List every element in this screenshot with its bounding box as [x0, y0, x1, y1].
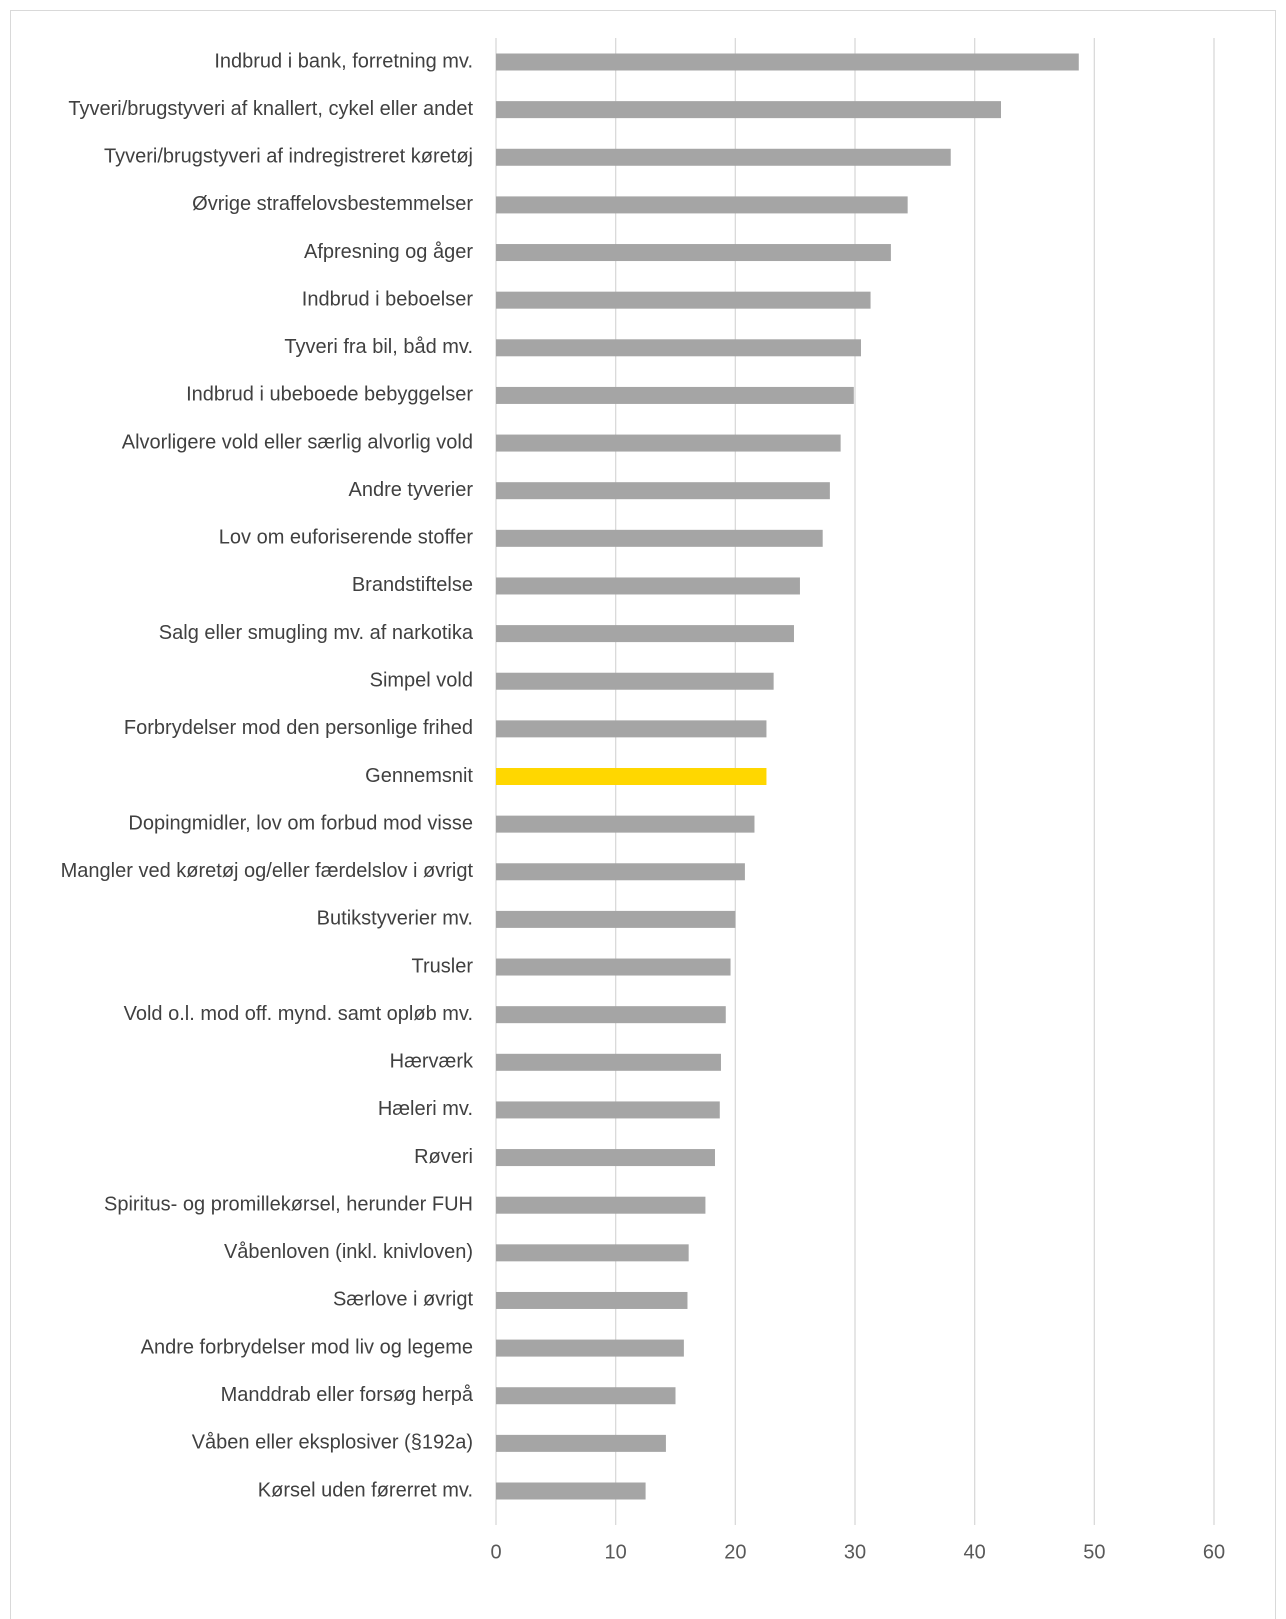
x-tick-label: 60: [1203, 1541, 1225, 1563]
bars: [496, 53, 1079, 1500]
bar: [496, 244, 891, 262]
bar: [496, 53, 1079, 71]
category-label: Kørsel uden førerret mv.: [258, 1479, 473, 1501]
bar: [496, 1434, 666, 1452]
category-label: Tyveri/brugstyveri af indregistreret kør…: [104, 146, 473, 168]
bar: [496, 815, 755, 833]
category-label: Andre forbrydelser mod liv og legeme: [141, 1336, 473, 1358]
bar: [496, 1196, 706, 1214]
bar: [496, 1149, 715, 1167]
bar: [496, 1053, 721, 1071]
category-label: Simpel vold: [370, 670, 473, 692]
category-label: Andre tyverier: [349, 479, 474, 501]
bar: [496, 863, 745, 881]
category-label: Øvrige straffelovsbestemmelser: [192, 193, 473, 215]
bar: [496, 720, 767, 738]
x-tick-label: 10: [605, 1541, 627, 1563]
category-label: Spiritus- og promillekørsel, herunder FU…: [104, 1193, 473, 1215]
category-label: Tyveri/brugstyveri af knallert, cykel el…: [68, 98, 473, 120]
category-label: Manddrab eller forsøg herpå: [221, 1384, 474, 1406]
category-label: Brandstiftelse: [352, 574, 473, 596]
category-labels: Indbrud i bank, forretning mv. Tyveri/bru…: [61, 50, 474, 1501]
category-label: Våbenloven (inkl. knivloven): [224, 1241, 473, 1263]
bar: [496, 768, 767, 785]
bar: [496, 625, 794, 643]
category-label: Alvorligere vold eller særlig alvorlig v…: [122, 431, 473, 453]
bar: [496, 1387, 676, 1405]
bar: [496, 529, 823, 547]
category-label: Indbrud i beboelser: [302, 288, 474, 310]
category-label: Lov om euforiserende stoffer: [219, 527, 474, 549]
bar: [496, 339, 861, 357]
bar: [496, 291, 871, 309]
category-label: Hærværk: [390, 1051, 474, 1073]
category-label: Vold o.l. mod off. mynd. samt opløb mv.: [124, 1003, 473, 1025]
category-label: Dopingmidler, lov om forbud mod visse: [128, 812, 473, 834]
category-label: Indbrud i bank, forretning mv.: [214, 50, 473, 72]
bar: [496, 1482, 646, 1500]
x-tick-label: 0: [490, 1541, 501, 1563]
category-label: Indbrud i ubeboede bebyggelser: [186, 384, 473, 406]
bar: [496, 1006, 726, 1024]
category-label: Våben eller eksplosiver (§192a): [192, 1432, 473, 1454]
x-tick-label: 40: [964, 1541, 986, 1563]
bar: [496, 1101, 720, 1119]
category-label: Mangler ved køretøj og/eller færdelslov …: [61, 860, 474, 882]
category-label: Salg eller smugling mv. af narkotika: [159, 622, 474, 644]
category-label: Afpresning og åger: [304, 241, 473, 263]
bar: [496, 196, 908, 214]
category-label: Særlove i øvrigt: [333, 1289, 473, 1311]
bar: [496, 1339, 684, 1357]
bar: [496, 148, 951, 166]
bar: [496, 958, 731, 976]
x-tick-label: 30: [844, 1541, 866, 1563]
category-label: Hæleri mv.: [378, 1098, 473, 1120]
x-tick-label: 20: [724, 1541, 746, 1563]
category-label: Forbrydelser mod den personlige frihed: [124, 717, 473, 739]
category-label: Gennemsnit: [365, 765, 473, 787]
bar: [496, 1291, 688, 1309]
bar: [496, 101, 1001, 119]
category-label: Trusler: [412, 955, 474, 977]
bar: [496, 434, 841, 452]
x-tick-label: 50: [1083, 1541, 1105, 1563]
bar: [496, 672, 774, 690]
bar: [496, 577, 800, 595]
bar: [496, 910, 736, 928]
bar: [496, 482, 830, 500]
x-axis-tick-labels: 0 10 20 30 40 50 60: [490, 1541, 1225, 1563]
bar: [496, 386, 854, 404]
category-label: Tyveri fra bil, båd mv.: [284, 336, 473, 358]
category-label: Røveri: [414, 1146, 473, 1168]
bar: [496, 1244, 689, 1262]
category-label: Butikstyverier mv.: [317, 908, 473, 930]
